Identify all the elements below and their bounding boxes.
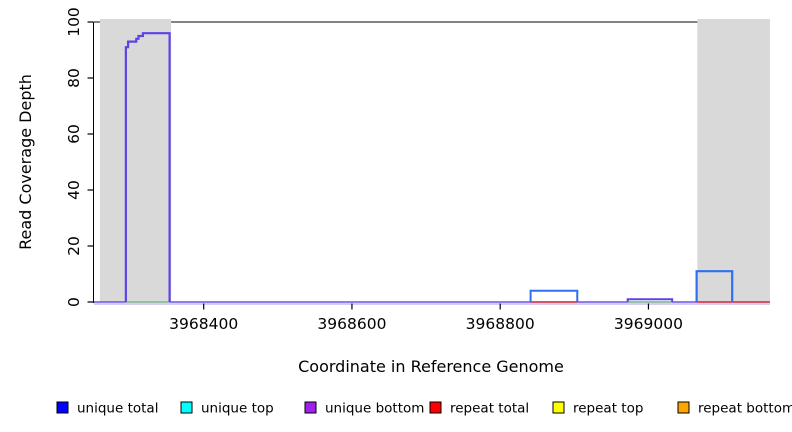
y-axis-title: Read Coverage Depth — [16, 74, 35, 250]
y-tick-label: 80 — [65, 68, 83, 88]
legend: unique total unique top unique bottom repea… — [56, 401, 792, 417]
x-axis: 3968400 3968600 3968800 3969000 — [169, 303, 683, 333]
y-axis: 0 20 40 60 80 100 — [65, 7, 94, 307]
x-tick-label: 3968400 — [169, 315, 238, 333]
legend-label: unique top — [201, 401, 274, 417]
coverage-step-line — [626, 298, 674, 302]
legend-swatch — [180, 401, 193, 414]
x-tick-label: 3968600 — [317, 315, 386, 333]
y-tick-label: 100 — [65, 7, 83, 37]
shaded-region — [99, 19, 172, 302]
coverage-step-line — [124, 32, 171, 302]
coverage-step-line — [529, 289, 579, 302]
legend-swatch — [304, 401, 317, 414]
y-tick-label: 60 — [65, 124, 83, 144]
x-tick-label: 3968800 — [466, 315, 535, 333]
legend-swatch — [56, 401, 69, 414]
legend-label: repeat top — [573, 401, 643, 417]
legend-label: repeat bottom — [698, 401, 792, 417]
legend-label: unique total — [77, 401, 158, 417]
shaded-region — [697, 19, 770, 302]
y-tick-label: 40 — [65, 180, 83, 200]
legend-label: repeat total — [450, 401, 529, 417]
legend-swatch — [552, 401, 565, 414]
y-tick-label: 20 — [65, 236, 83, 256]
legend-swatch — [429, 401, 442, 414]
shaded-regions — [99, 19, 770, 302]
y-tick-label: 0 — [65, 297, 83, 307]
legend-label: unique bottom — [325, 401, 424, 417]
coverage-step-line — [695, 270, 734, 302]
legend-swatch — [677, 401, 690, 414]
x-tick-label: 3969000 — [614, 315, 683, 333]
x-axis-title: Coordinate in Reference Genome — [298, 357, 564, 376]
coverage-lines — [94, 32, 770, 305]
